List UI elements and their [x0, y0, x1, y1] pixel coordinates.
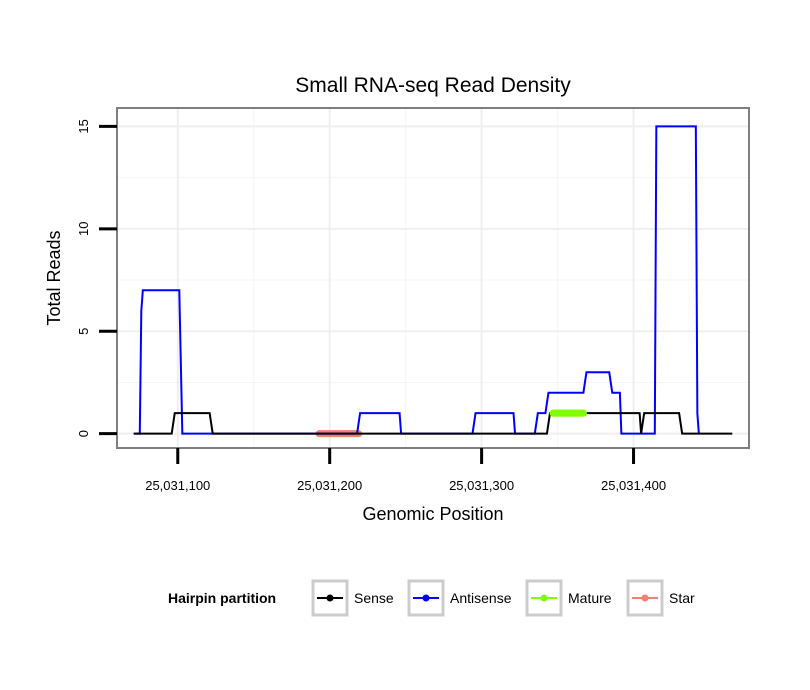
- legend-item-antisense: Antisense: [407, 579, 512, 617]
- y-tick-label: 5: [76, 328, 91, 335]
- y-tick-label: 15: [76, 119, 91, 133]
- plot-area: [117, 108, 749, 448]
- y-tick-label: 10: [76, 222, 91, 236]
- legend-label: Antisense: [450, 590, 512, 606]
- legend-label: Sense: [354, 590, 394, 606]
- legend-label: Star: [669, 590, 695, 606]
- legend-key-point: [641, 594, 649, 602]
- legend-item-mature: Mature: [525, 579, 612, 617]
- legend-item-sense: Sense: [311, 579, 394, 617]
- plot-border: [116, 107, 750, 449]
- legend-title: Hairpin partition: [168, 590, 276, 606]
- data-marks: [133, 125, 733, 438]
- legend-key-point: [540, 594, 548, 602]
- chart-title: Small RNA-seq Read Density: [295, 74, 571, 97]
- legend-key-point: [422, 594, 430, 602]
- x-tick-label: 25,031,400: [601, 478, 666, 493]
- x-axis-title: Genomic Position: [362, 504, 503, 524]
- y-axis-title: Total Reads: [44, 230, 64, 325]
- plot-background: [117, 108, 749, 448]
- axes: 25,031,100 25,031,200 25,031,300 25,031,400…: [76, 107, 750, 493]
- x-tick-label: 25,031,300: [449, 478, 514, 493]
- legend: Hairpin partition Sense Antisense Mature Sta…: [168, 579, 695, 617]
- legend-key-point: [326, 594, 334, 602]
- legend-item-star: Star: [626, 579, 695, 617]
- x-tick-label: 25,031,100: [145, 478, 210, 493]
- y-tick-label: 0: [76, 430, 91, 437]
- x-tick-label: 25,031,200: [297, 478, 362, 493]
- legend-label: Mature: [568, 590, 612, 606]
